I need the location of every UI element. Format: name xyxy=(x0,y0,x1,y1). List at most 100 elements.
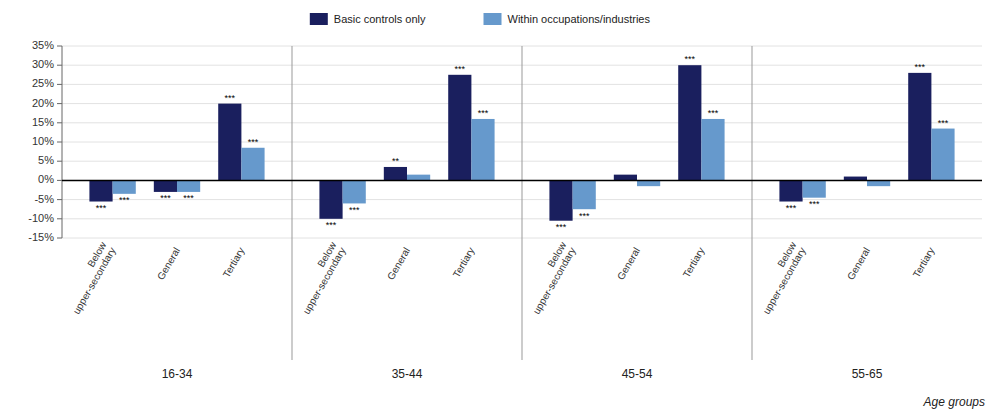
annotation: *** xyxy=(556,222,567,232)
bar: Basic controls only: 3.5 xyxy=(384,167,407,180)
bar: Basic controls only: 27.5 xyxy=(448,75,471,181)
category-label-line: General xyxy=(845,246,872,282)
bar: Within occupations/industries: 13.5 xyxy=(931,129,954,181)
annotation: *** xyxy=(248,137,259,147)
category-label: Tertiary xyxy=(221,246,247,280)
y-tick-label: 10% xyxy=(32,135,54,147)
annotation: *** xyxy=(160,193,171,203)
annotation: *** xyxy=(96,203,107,213)
category-label: General xyxy=(385,246,412,282)
annotation: *** xyxy=(455,64,466,74)
bar: Within occupations/industries: -7.5 xyxy=(573,180,596,209)
category-label-line: Tertiary xyxy=(451,246,477,280)
grid: -15% -10% -5% 0% 5% 10% 15% 20% 25% 30% 35% xyxy=(28,39,982,243)
legend-swatch xyxy=(310,13,328,25)
category-label-line: Tertiary xyxy=(911,246,937,280)
bar: Within occupations/industries: 16 xyxy=(471,119,494,180)
y-axis-line xyxy=(62,46,63,238)
category-label-line: upper-secondary xyxy=(301,246,348,316)
category-label: General xyxy=(615,246,642,282)
y-tick-label: 15% xyxy=(32,116,54,128)
annotation: *** xyxy=(183,193,194,203)
group-label: 55-65 xyxy=(852,367,883,381)
category-label-line: Tertiary xyxy=(221,246,247,280)
bar: Basic controls only: -10 xyxy=(319,180,342,218)
chart: -15% -10% -5% 0% 5% 10% 15% 20% 25% 30% 35% Basic c… xyxy=(0,0,1000,416)
annotation: *** xyxy=(708,108,719,118)
category-labels: Belowupper-secondary General Tertiary Below… xyxy=(61,239,936,316)
category-label: Belowupper-secondary xyxy=(61,239,118,316)
category-label: General xyxy=(845,246,872,282)
group-label: 16-34 xyxy=(162,367,193,381)
y-tick-label: 20% xyxy=(32,97,54,109)
category-label-line: Tertiary xyxy=(681,246,707,280)
bar: Basic controls only: 1.5 xyxy=(614,175,637,181)
category-label: Belowupper-secondary xyxy=(521,239,578,316)
y-tick-label: -10% xyxy=(28,212,54,224)
annotation: ** xyxy=(392,156,400,166)
bar: Basic controls only: -3 xyxy=(154,180,177,192)
bar: Within occupations/industries: 16 xyxy=(701,119,724,180)
y-tick-label: -15% xyxy=(28,231,54,243)
bar: Within occupations/industries: -3.5 xyxy=(113,180,136,193)
bar: Basic controls only: -5.5 xyxy=(89,180,112,201)
y-tick-label: 0% xyxy=(38,173,54,185)
bar: Within occupations/industries: -4.5 xyxy=(803,180,826,197)
annotation: *** xyxy=(326,220,337,230)
y-tick xyxy=(57,84,62,85)
y-tick-label: 5% xyxy=(38,154,54,166)
category-label-line: upper-secondary xyxy=(71,246,118,316)
legend-swatch xyxy=(484,13,502,25)
group-divider xyxy=(522,46,523,360)
y-tick xyxy=(57,65,62,66)
category-label: Tertiary xyxy=(451,246,477,280)
bars: Basic controls only: -5.5 Basic controls … xyxy=(89,65,954,221)
annotation: *** xyxy=(938,118,949,128)
y-tick-label: -5% xyxy=(34,193,54,205)
bar: Within occupations/industries: -1.5 xyxy=(637,180,660,186)
y-tick xyxy=(57,46,62,47)
y-tick xyxy=(57,142,62,143)
group-divider xyxy=(292,46,293,360)
bar: Within occupations/industries: -1.5 xyxy=(867,180,890,186)
x-axis-label: Age groups xyxy=(923,395,985,409)
bar: Within occupations/industries: -6 xyxy=(343,180,366,203)
annotation: *** xyxy=(685,54,696,64)
y-tick xyxy=(57,161,62,162)
group-label: 35-44 xyxy=(392,367,423,381)
category-label: Tertiary xyxy=(681,246,707,280)
zero-line xyxy=(62,180,982,182)
bar: Within occupations/industries: 1.5 xyxy=(407,175,430,181)
category-label: Belowupper-secondary xyxy=(751,239,808,316)
y-tick xyxy=(57,218,62,219)
annotation: *** xyxy=(579,211,590,221)
y-tick xyxy=(57,103,62,104)
y-tick-label: 30% xyxy=(32,58,54,70)
category-label-line: General xyxy=(385,246,412,282)
y-tick xyxy=(57,199,62,200)
bar: Basic controls only: 28 xyxy=(908,73,931,181)
annotation: *** xyxy=(809,199,820,209)
y-tick-label: 35% xyxy=(32,39,54,51)
y-tick-label: 25% xyxy=(32,77,54,89)
bar: Basic controls only: 20 xyxy=(218,104,241,181)
category-label: Tertiary xyxy=(911,246,937,280)
annotation: *** xyxy=(915,62,926,72)
bar: Within occupations/industries: -3 xyxy=(177,180,200,192)
annotation: *** xyxy=(225,93,236,103)
annotations: ****************************************… xyxy=(96,54,949,232)
y-tick xyxy=(57,122,62,123)
bar: Basic controls only: -10.5 xyxy=(549,180,572,220)
annotation: *** xyxy=(786,203,797,213)
legend: Basic controls only Within occupations/in… xyxy=(310,13,651,25)
legend-label: Within occupations/industries xyxy=(508,13,651,25)
category-label-line: upper-secondary xyxy=(531,246,578,316)
y-tick xyxy=(57,180,62,181)
y-tick xyxy=(57,238,62,239)
annotation: *** xyxy=(349,205,360,215)
category-label-line: General xyxy=(155,246,182,282)
legend-label: Basic controls only xyxy=(334,13,426,25)
bar: Within occupations/industries: 8.5 xyxy=(241,148,264,181)
category-label-line: upper-secondary xyxy=(761,246,808,316)
annotation: *** xyxy=(478,108,489,118)
